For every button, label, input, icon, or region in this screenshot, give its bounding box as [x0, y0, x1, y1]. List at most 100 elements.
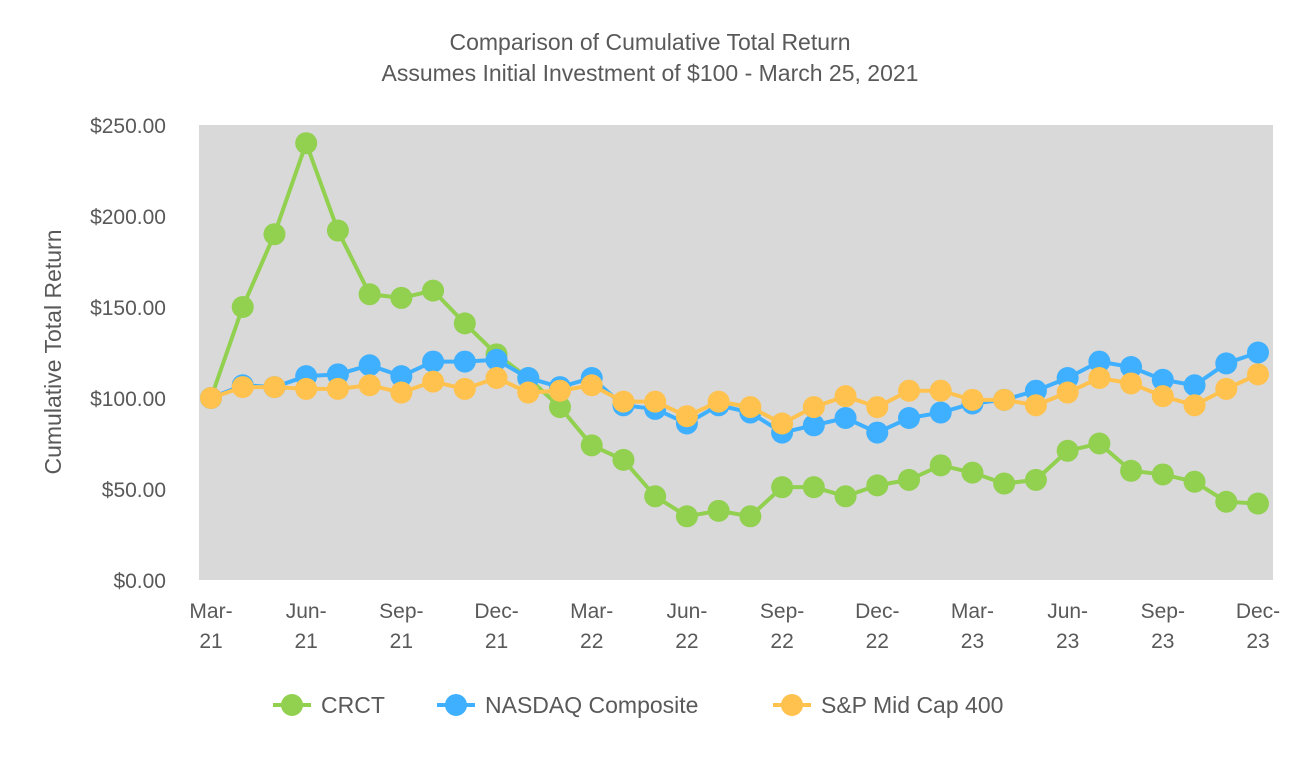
- data-point: [1247, 341, 1269, 364]
- data-point: [961, 388, 984, 411]
- data-point: [390, 365, 413, 388]
- plot-area: [199, 125, 1273, 580]
- y-axis: $0.00 $50.00 $100.00 $150.00 $200.00 $250.00: [90, 115, 166, 593]
- legend-item: NASDAQ Composite: [437, 692, 698, 718]
- chart-title: Comparison of Cumulative Total Return: [450, 29, 851, 55]
- data-point: [422, 350, 445, 373]
- chart-subtitle: Assumes Initial Investment of $100 - Mar…: [382, 60, 919, 86]
- data-point: [453, 350, 476, 373]
- data-point: [802, 414, 825, 437]
- data-point: [1247, 363, 1269, 386]
- data-point: [961, 461, 984, 484]
- data-point: [866, 421, 889, 444]
- data-point: [993, 472, 1016, 495]
- data-point: [422, 370, 445, 393]
- data-point: [358, 283, 381, 306]
- data-point: [549, 379, 571, 402]
- data-point: [358, 354, 381, 377]
- data-point: [929, 401, 952, 424]
- data-point: [866, 396, 889, 419]
- data-point: [1088, 366, 1111, 389]
- series-crct: [200, 132, 1269, 528]
- data-point: [898, 379, 920, 402]
- data-point: [675, 505, 698, 528]
- data-point: [1088, 350, 1111, 373]
- data-point: [580, 434, 603, 457]
- data-point: [739, 396, 762, 419]
- data-point: [549, 396, 571, 419]
- y-tick-label: $0.00: [113, 570, 166, 593]
- data-point: [834, 407, 857, 430]
- data-point: [802, 476, 825, 499]
- data-point: [834, 385, 857, 408]
- data-point: [231, 376, 254, 399]
- series-line: [210, 372, 1259, 426]
- data-point: [453, 377, 476, 400]
- data-point: [326, 219, 349, 242]
- data-point: [1056, 439, 1079, 462]
- series-s-p-mid-cap-400: [200, 363, 1269, 435]
- data-point: [834, 485, 857, 508]
- data-point: [1088, 432, 1111, 455]
- series-group: [200, 132, 1269, 528]
- data-point: [1056, 381, 1079, 404]
- data-point: [263, 376, 286, 399]
- data-point: [1024, 394, 1047, 417]
- data-point: [1120, 372, 1143, 395]
- data-point: [580, 374, 603, 397]
- data-point: [200, 387, 222, 409]
- data-point: [517, 381, 540, 404]
- data-point: [1151, 385, 1174, 408]
- data-point: [644, 390, 667, 413]
- data-point: [485, 348, 508, 371]
- data-point: [1247, 492, 1269, 515]
- data-point: [1183, 470, 1206, 493]
- series-line: [210, 350, 1259, 435]
- data-point: [929, 454, 952, 477]
- data-point: [771, 412, 794, 435]
- data-point: [390, 381, 413, 404]
- data-point: [295, 377, 318, 400]
- data-point: [802, 396, 825, 419]
- data-point: [771, 476, 794, 499]
- data-point: [1151, 463, 1174, 486]
- legend-marker: [445, 694, 467, 716]
- legend-label: NASDAQ Composite: [485, 692, 698, 718]
- data-point: [422, 279, 445, 302]
- data-point: [898, 468, 920, 491]
- data-point: [993, 388, 1016, 411]
- data-point: [739, 505, 762, 528]
- legend-marker: [281, 694, 303, 716]
- data-point: [1024, 468, 1047, 491]
- legend-label: S&P Mid Cap 400: [821, 692, 1003, 718]
- y-tick-label: $50.00: [102, 479, 166, 502]
- data-point: [358, 374, 381, 397]
- data-point: [1120, 356, 1143, 379]
- series-line: [209, 137, 1259, 519]
- legend-label: CRCT: [321, 692, 385, 718]
- y-tick-label: $250.00: [90, 115, 166, 138]
- data-point: [1215, 352, 1238, 375]
- data-point: [644, 485, 667, 508]
- data-point: [707, 499, 730, 522]
- y-tick-label: $100.00: [90, 388, 166, 411]
- legend-item: S&P Mid Cap 400: [773, 692, 1003, 718]
- y-tick-label: $200.00: [90, 206, 166, 229]
- data-point: [675, 405, 698, 428]
- data-point: [1215, 490, 1238, 513]
- data-point: [295, 132, 318, 155]
- data-point: [612, 390, 635, 413]
- data-point: [1183, 394, 1206, 417]
- data-point: [1120, 459, 1143, 482]
- data-point: [929, 379, 952, 402]
- legend: CRCT NASDAQ Composite S&P Mid Cap 400: [273, 692, 1003, 718]
- data-point: [453, 312, 476, 335]
- data-point: [898, 407, 920, 430]
- legend-item: CRCT: [273, 692, 385, 718]
- data-point: [1183, 374, 1206, 397]
- data-point: [231, 296, 254, 318]
- data-point: [485, 366, 508, 389]
- data-point: [1151, 368, 1174, 391]
- data-point: [612, 448, 635, 471]
